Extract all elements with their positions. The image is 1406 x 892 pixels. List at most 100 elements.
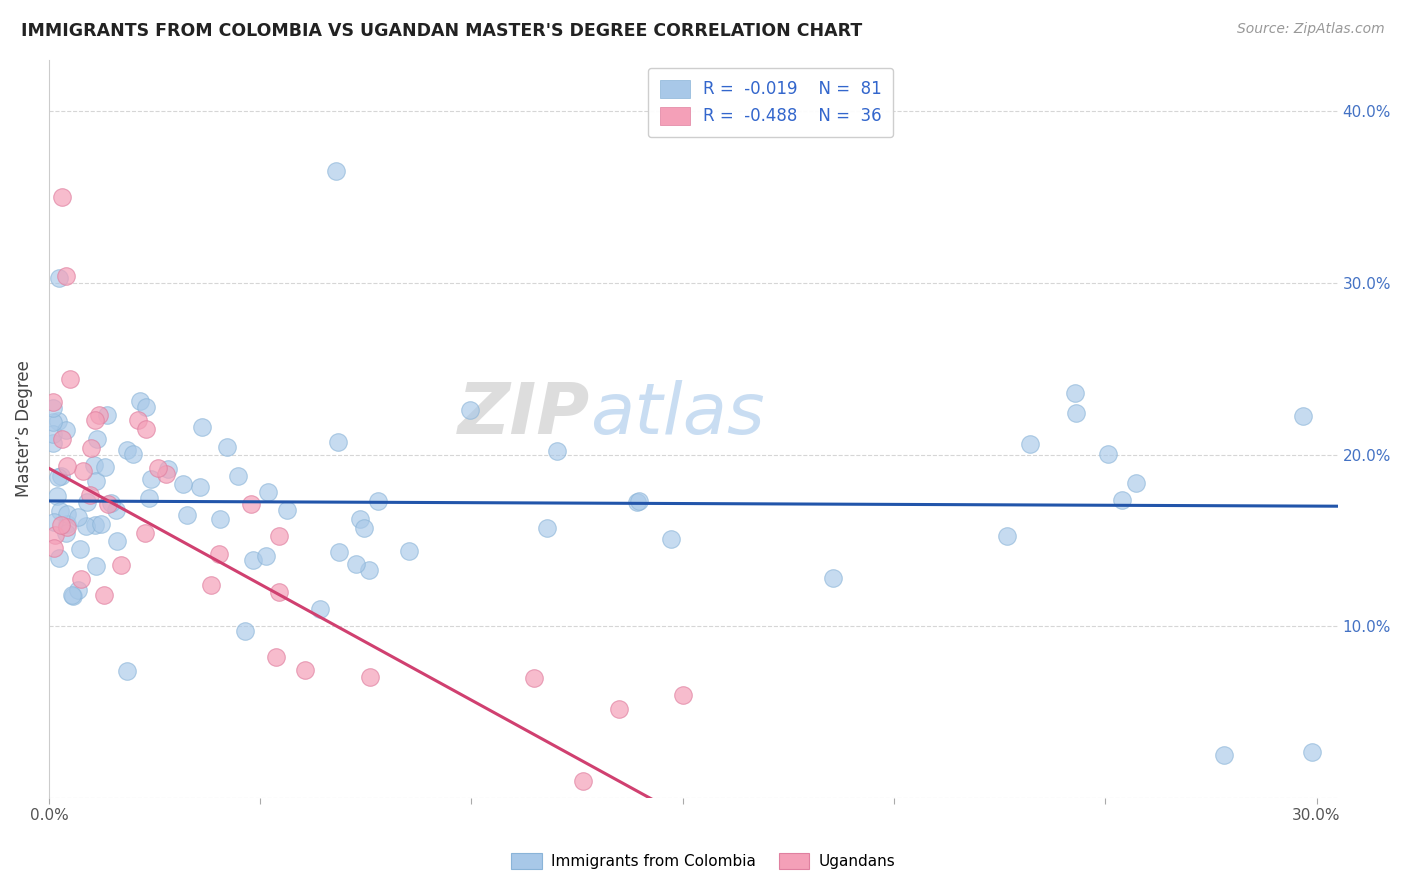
Point	[55, 268, 77, 283]
Point	[48, 550, 70, 565]
Point	[309, 601, 332, 615]
Point	[69, 573, 91, 587]
Legend: Immigrants from Colombia, Ugandans: Immigrants from Colombia, Ugandans	[505, 847, 901, 875]
Point	[42, 415, 65, 429]
Point	[536, 521, 558, 535]
Point	[56, 459, 79, 474]
Point	[200, 578, 222, 592]
Point	[115, 442, 138, 457]
Point	[176, 508, 198, 523]
Point	[42, 401, 65, 415]
Point	[42, 436, 65, 450]
Point	[110, 558, 132, 573]
Point	[45, 489, 67, 503]
Point	[1064, 406, 1087, 420]
Point	[121, 447, 143, 461]
Point	[86, 474, 108, 488]
Point	[42, 395, 65, 409]
Point	[49, 518, 72, 533]
Point	[105, 534, 128, 549]
Point	[148, 460, 170, 475]
Point	[359, 669, 381, 683]
Point	[1097, 447, 1119, 461]
Point	[458, 402, 481, 417]
Point	[48, 270, 70, 285]
Text: IMMIGRANTS FROM COLOMBIA VS UGANDAN MASTER'S DEGREE CORRELATION CHART: IMMIGRANTS FROM COLOMBIA VS UGANDAN MAST…	[21, 22, 862, 40]
Point	[276, 503, 298, 517]
Point	[1301, 745, 1323, 759]
Point	[55, 525, 77, 540]
Point	[127, 413, 149, 427]
Point	[42, 541, 65, 555]
Point	[104, 502, 127, 516]
Point	[84, 558, 107, 573]
Point	[96, 408, 118, 422]
Point	[87, 408, 110, 422]
Point	[79, 488, 101, 502]
Point	[48, 470, 70, 484]
Point	[76, 495, 98, 509]
Point	[359, 563, 381, 577]
Point	[72, 465, 94, 479]
Point	[254, 549, 277, 564]
Point	[100, 496, 122, 510]
Point	[226, 469, 249, 483]
Point	[188, 480, 211, 494]
Point	[69, 542, 91, 557]
Point	[83, 458, 105, 472]
Point	[134, 526, 156, 541]
Point	[208, 547, 231, 561]
Point	[572, 773, 595, 788]
Point	[90, 516, 112, 531]
Point	[83, 413, 105, 427]
Point	[44, 515, 66, 529]
Point	[128, 393, 150, 408]
Point	[325, 164, 347, 178]
Text: ZIP: ZIP	[458, 380, 591, 449]
Point	[172, 477, 194, 491]
Point	[93, 459, 115, 474]
Point	[353, 521, 375, 535]
Point	[62, 589, 84, 603]
Point	[344, 558, 367, 572]
Point	[190, 419, 212, 434]
Point	[328, 435, 350, 450]
Legend: R =  -0.019    N =  81, R =  -0.488    N =  36: R = -0.019 N = 81, R = -0.488 N = 36	[648, 68, 893, 137]
Point	[215, 440, 238, 454]
Point	[1064, 386, 1087, 401]
Point	[155, 467, 177, 482]
Point	[398, 543, 420, 558]
Point	[1212, 748, 1234, 763]
Point	[75, 518, 97, 533]
Point	[56, 516, 79, 531]
Point	[135, 422, 157, 436]
Point	[240, 497, 263, 511]
Text: Source: ZipAtlas.com: Source: ZipAtlas.com	[1237, 22, 1385, 37]
Y-axis label: Master’s Degree: Master’s Degree	[15, 360, 32, 497]
Point	[80, 441, 103, 455]
Point	[995, 529, 1018, 543]
Point	[242, 553, 264, 567]
Point	[659, 533, 682, 547]
Point	[1292, 409, 1315, 423]
Point	[59, 372, 82, 386]
Point	[1125, 475, 1147, 490]
Point	[349, 511, 371, 525]
Point	[97, 497, 120, 511]
Point	[156, 462, 179, 476]
Point	[294, 663, 316, 677]
Point	[264, 650, 287, 665]
Point	[1111, 492, 1133, 507]
Point	[267, 584, 290, 599]
Point	[67, 509, 90, 524]
Point	[60, 588, 83, 602]
Point	[117, 665, 139, 679]
Point	[328, 545, 350, 559]
Point	[135, 400, 157, 414]
Point	[823, 571, 845, 585]
Point	[626, 495, 648, 509]
Point	[84, 517, 107, 532]
Point	[49, 504, 72, 518]
Point	[138, 491, 160, 505]
Point	[51, 190, 73, 204]
